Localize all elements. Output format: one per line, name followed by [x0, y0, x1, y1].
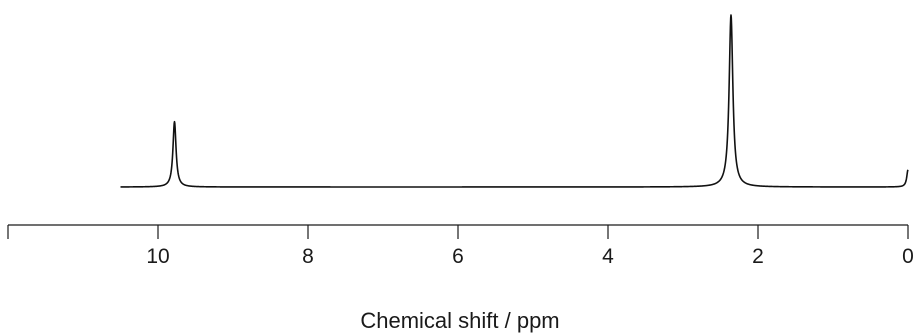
x-tick-label: 8 — [302, 245, 314, 268]
x-tick-label: 10 — [146, 245, 169, 268]
x-tick-label: 6 — [452, 245, 464, 268]
x-axis: 10 8 6 4 2 0 — [7, 224, 913, 268]
x-tick-label: 0 — [902, 245, 913, 268]
plot-area — [120, 14, 909, 188]
x-tick-label: 4 — [602, 245, 614, 268]
x-tick-label: 2 — [752, 245, 764, 268]
spectrum-line — [120, 14, 909, 188]
x-axis-title: Chemical shift / ppm — [360, 308, 559, 333]
